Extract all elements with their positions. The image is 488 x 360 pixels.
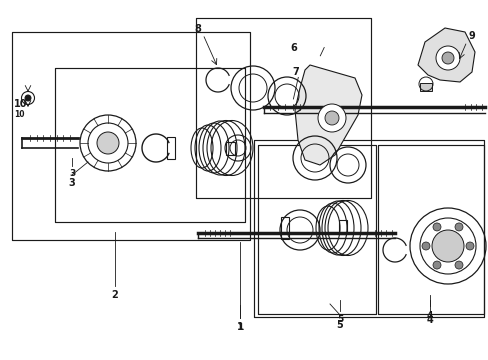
Circle shape: [325, 111, 338, 125]
Text: 5: 5: [336, 315, 343, 324]
Polygon shape: [417, 28, 474, 82]
Text: 4: 4: [426, 315, 432, 325]
Circle shape: [435, 46, 459, 70]
Text: 1: 1: [236, 323, 243, 332]
Text: 3: 3: [68, 178, 75, 188]
Circle shape: [25, 95, 31, 101]
Circle shape: [97, 132, 119, 154]
Text: 2: 2: [111, 290, 118, 300]
Bar: [419, 83, 431, 91]
Circle shape: [317, 104, 346, 132]
Circle shape: [432, 223, 440, 231]
Polygon shape: [294, 65, 361, 165]
Text: 6: 6: [289, 43, 296, 53]
Circle shape: [431, 230, 463, 262]
Text: 10: 10: [14, 99, 27, 109]
Circle shape: [465, 242, 473, 250]
Text: 3: 3: [69, 170, 75, 179]
Bar: [225, 142, 235, 155]
Circle shape: [454, 261, 462, 269]
Text: 8: 8: [194, 24, 201, 34]
Text: 7: 7: [292, 67, 299, 77]
Circle shape: [432, 261, 440, 269]
Text: 1: 1: [236, 322, 243, 332]
Circle shape: [454, 223, 462, 231]
Bar: [281, 217, 288, 239]
Text: 5: 5: [336, 320, 343, 330]
Text: 4: 4: [426, 310, 432, 320]
Text: 9: 9: [468, 31, 474, 41]
Circle shape: [441, 52, 453, 64]
Bar: [338, 220, 346, 234]
Circle shape: [421, 242, 429, 250]
Text: 10: 10: [14, 110, 24, 119]
Bar: [167, 137, 175, 159]
